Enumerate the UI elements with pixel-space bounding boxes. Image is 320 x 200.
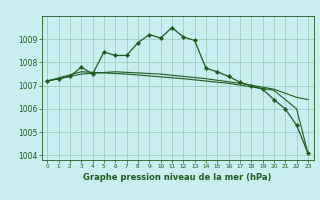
- X-axis label: Graphe pression niveau de la mer (hPa): Graphe pression niveau de la mer (hPa): [84, 173, 272, 182]
